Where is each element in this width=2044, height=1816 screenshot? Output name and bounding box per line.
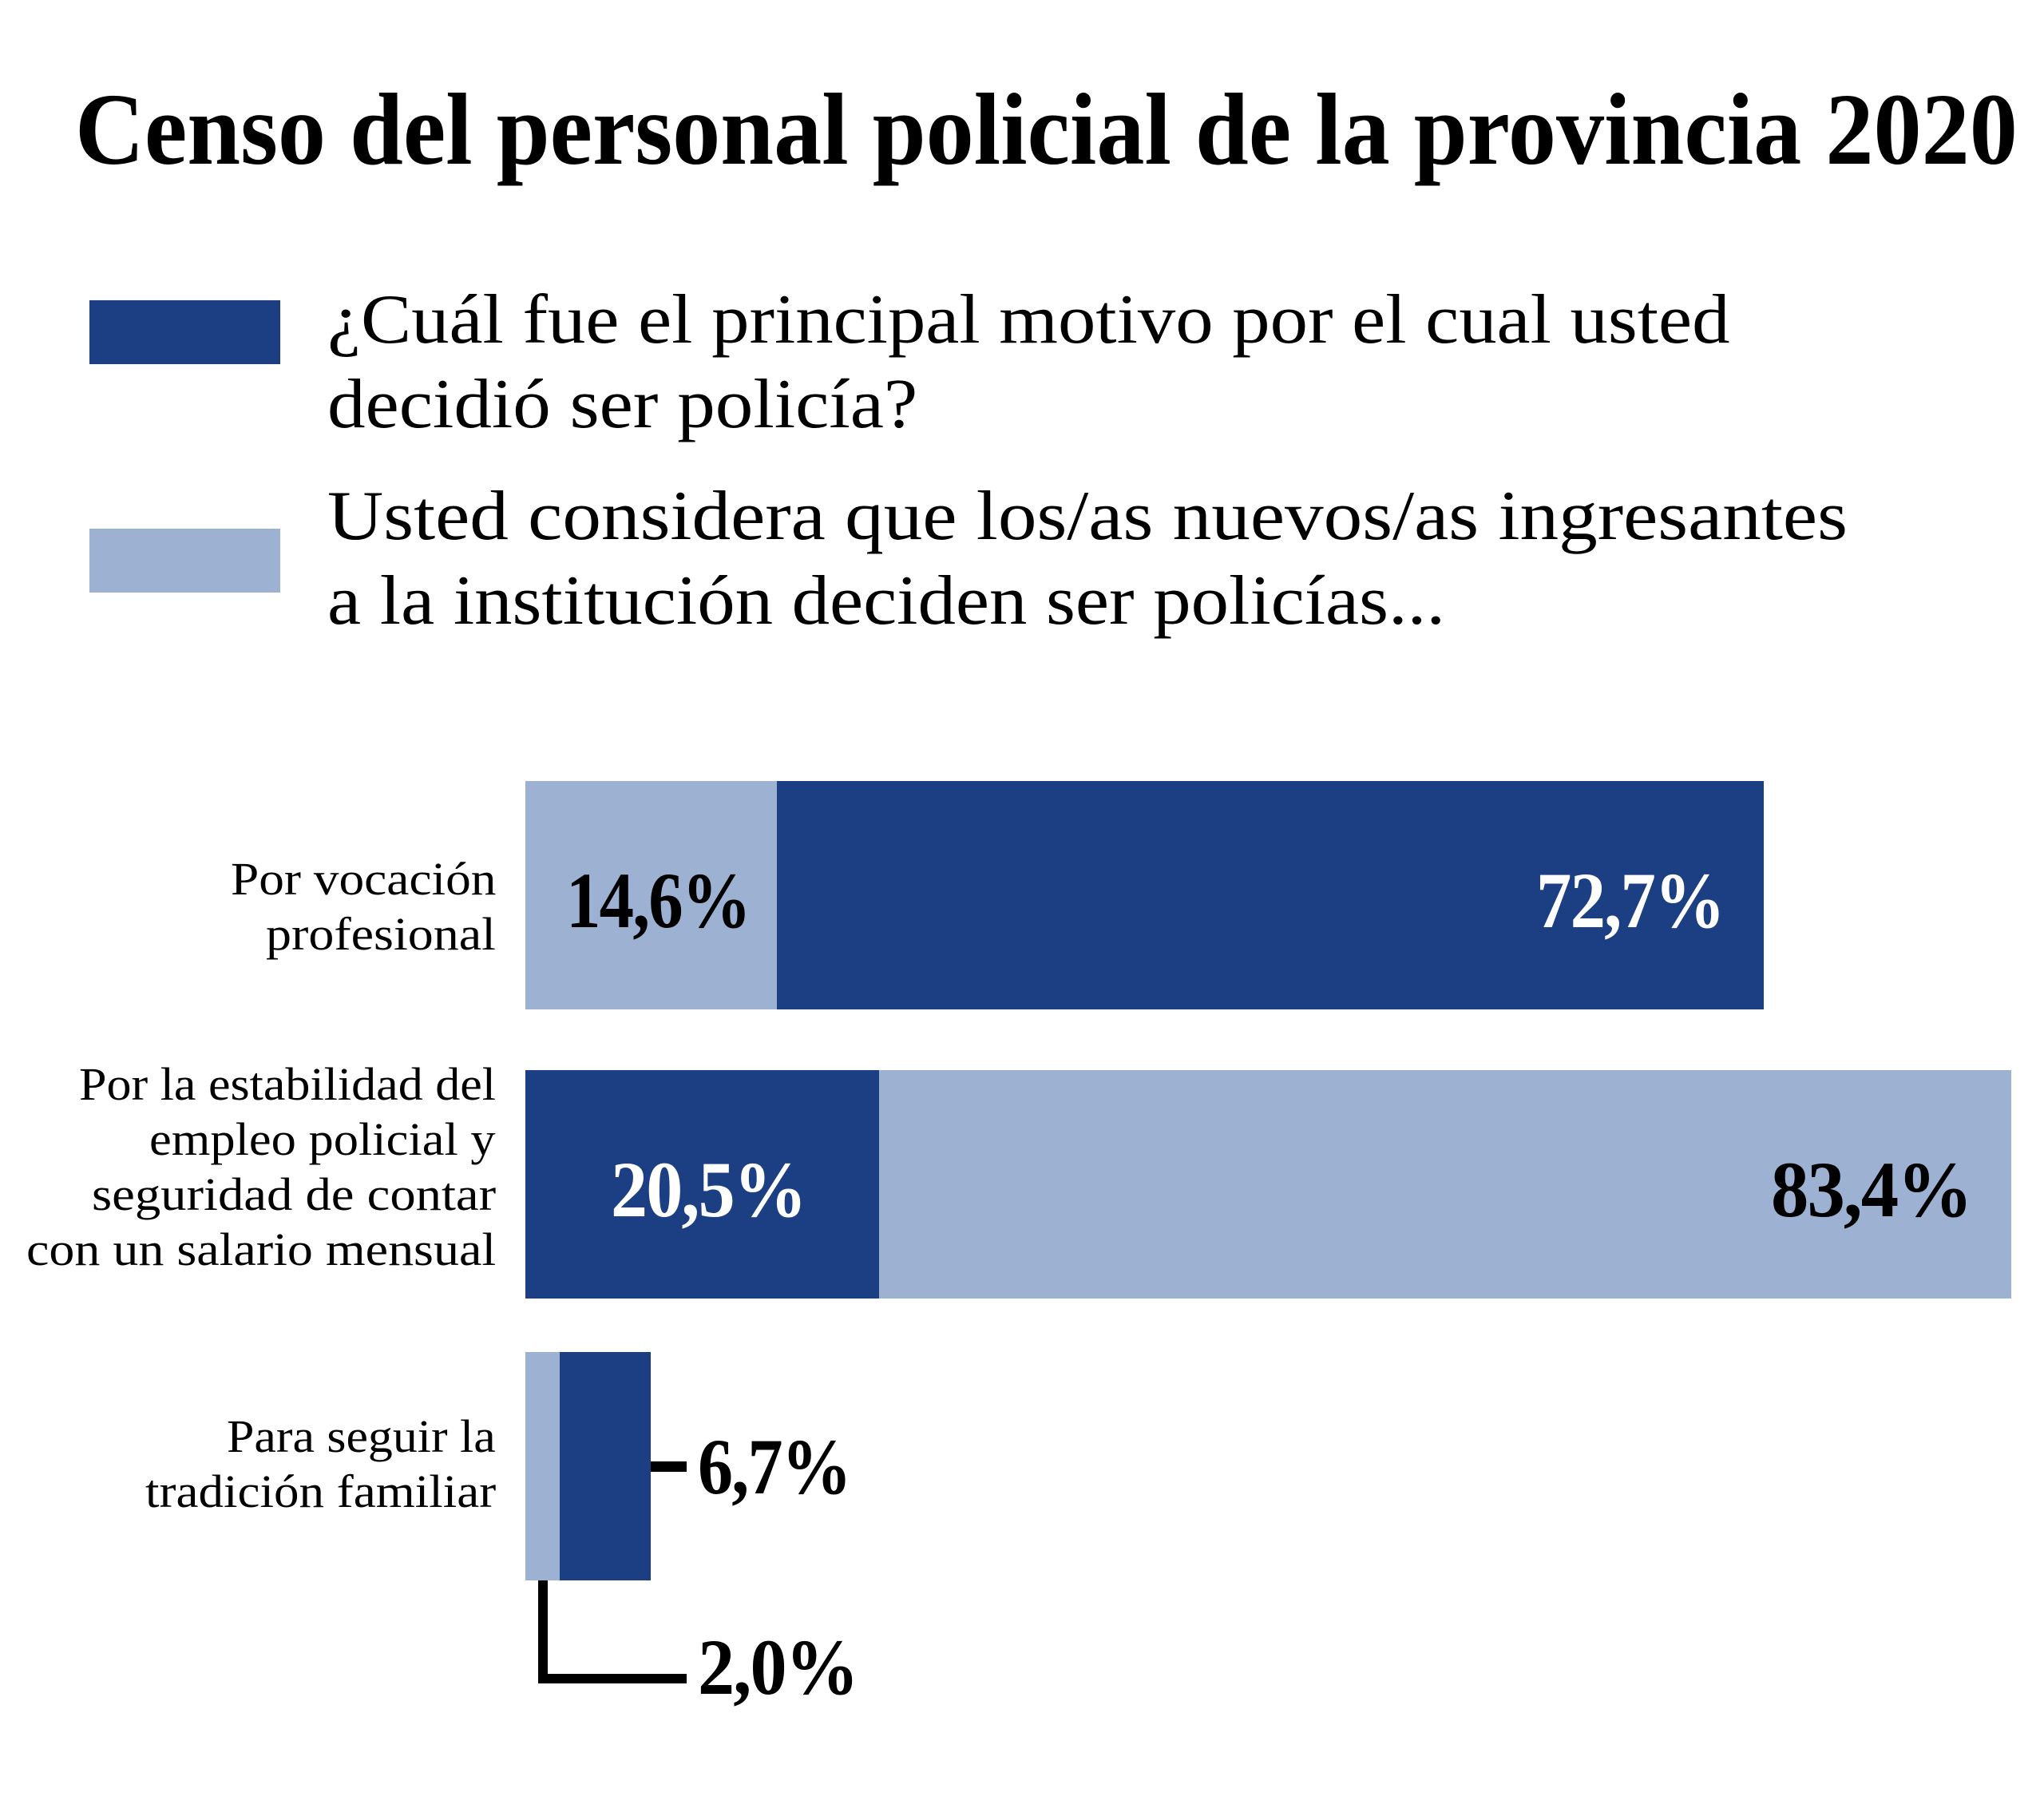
category-label-line: seguridad de contar	[70, 1167, 496, 1222]
category-label-line: empleo policial y	[70, 1112, 496, 1167]
category-label-text: profesional	[266, 908, 496, 960]
legend-text: ¿Cuál fue el principal motivo por el cua…	[327, 281, 1730, 359]
legend-line: ¿Cuál fue el principal motivo por el cua…	[327, 278, 1729, 363]
chart-title: Censo del personal policial de la provin…	[75, 73, 2018, 186]
category-label-line: Por la estabilidad del	[70, 1057, 496, 1112]
bar-segment-motivo-vocacion	[777, 781, 1765, 1009]
category-label-text: empleo policial y	[149, 1113, 496, 1165]
category-label-line: Por vocación	[231, 851, 496, 906]
leader-line-ingresantes-horizontal	[537, 1674, 687, 1683]
category-label-line: Para seguir la	[173, 1409, 496, 1464]
category-label-text: Por vocación	[230, 853, 496, 905]
legend-swatch-ingresantes	[89, 529, 280, 593]
leader-line-ingresantes-vertical	[537, 1580, 548, 1683]
legend-entry-ingresantes: Usted considera que los/as nuevos/as ing…	[327, 474, 1848, 644]
category-label-text: Por la estabilidad del	[78, 1058, 496, 1110]
category-label-line: con un salario mensual	[26, 1222, 496, 1277]
bar-segment-ingresantes-estabilidad	[878, 1070, 2011, 1299]
bar-segment-ingresantes-tradicion	[525, 1352, 561, 1580]
category-label-estabilidad: Por la estabilidad del empleo policial y…	[26, 1057, 496, 1277]
category-label-line: tradición familiar	[145, 1464, 496, 1519]
bar-segment-motivo-estabilidad	[525, 1070, 879, 1299]
leader-line-motivo	[651, 1461, 687, 1472]
category-label-text: Para seguir la	[227, 1410, 496, 1462]
category-label-text: seguridad de contar	[91, 1168, 496, 1220]
category-label-text: con un salario mensual	[26, 1223, 496, 1275]
data-label-motivo-vocacion: 72,7%	[1536, 856, 1725, 945]
data-label-motivo-tradicion: 6,7%	[698, 1422, 852, 1511]
legend-line: a la institución deciden ser policías...	[327, 559, 1703, 644]
bar-segment-motivo-tradicion	[560, 1352, 652, 1580]
category-label-tradicion: Para seguir la tradición familiar	[145, 1409, 496, 1519]
category-label-vocacion: Por vocación profesional	[231, 851, 496, 962]
legend-swatch-motivo	[89, 300, 280, 364]
data-label-motivo-estabilidad: 20,5%	[611, 1145, 807, 1234]
bar-segment-ingresantes-vocacion	[525, 781, 778, 1009]
data-label-ingresantes-estabilidad: 83,4%	[1770, 1145, 1973, 1234]
data-label-ingresantes-tradicion: 2,0%	[698, 1623, 859, 1711]
legend-line: Usted considera que los/as nuevos/as ing…	[327, 474, 1848, 559]
legend-entry-motivo: ¿Cuál fue el principal motivo por el cua…	[327, 278, 1729, 447]
data-label-ingresantes-vocacion: 14,6%	[565, 856, 751, 945]
legend-line: decidió ser policía?	[327, 363, 1630, 447]
legend-text: a la institución deciden ser policías...	[327, 562, 1446, 640]
legend-text: Usted considera que los/as nuevos/as ing…	[327, 478, 1848, 555]
category-label-text: tradición familiar	[145, 1465, 496, 1517]
category-label-line: profesional	[253, 906, 496, 962]
legend-text: decidió ser policía?	[327, 366, 918, 443]
